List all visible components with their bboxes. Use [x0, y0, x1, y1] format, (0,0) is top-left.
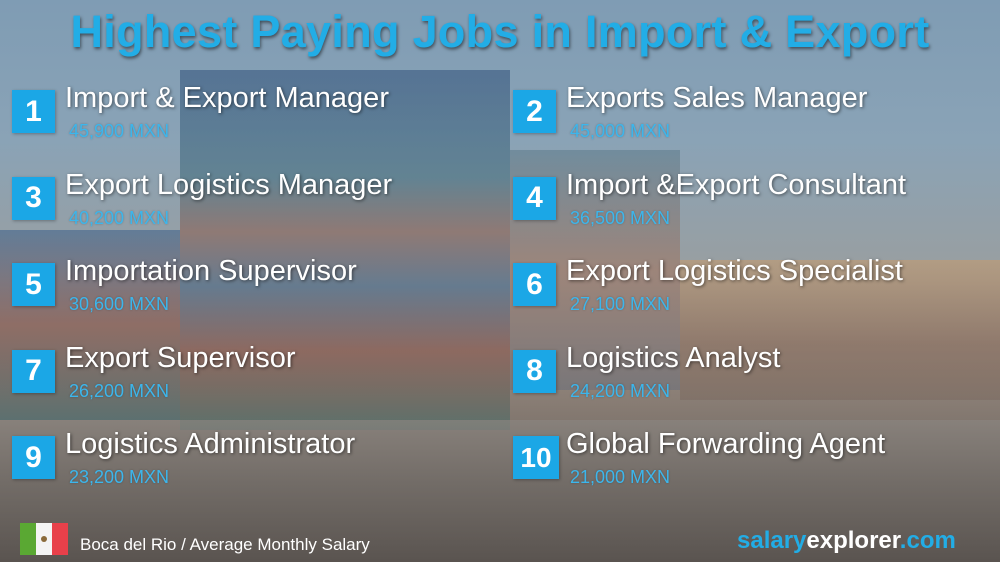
job-salary: 30,600 MXN [69, 294, 170, 314]
job-item: 4 Import &Export Consultant 36,500 MXN [513, 169, 993, 257]
job-title: Export Logistics Manager [65, 168, 393, 201]
job-salary: 26,200 MXN [69, 380, 170, 401]
job-title: Export Logistics Specialist [566, 255, 903, 287]
job-item: 7 Export Supervisor 26,200 MXN [12, 342, 492, 430]
job-salary: 27,100 MXN [570, 294, 671, 314]
job-item: 1 Import & Export Manager 45,900 MXN [12, 82, 492, 170]
rank-badge: 8 [513, 349, 556, 393]
job-salary: 24,200 MXN [570, 380, 671, 401]
job-item: 2 Exports Sales Manager 45,000 MXN [513, 82, 993, 170]
job-item: 5 Importation Supervisor 30,600 MXN [12, 255, 492, 343]
rank-badge: 6 [513, 263, 556, 306]
container-stack [180, 70, 510, 430]
job-title: Importation Supervisor [65, 255, 357, 287]
job-item: 8 Logistics Analyst 24,200 MXN [513, 342, 993, 430]
ground [0, 420, 1000, 562]
job-salary: 36,500 MXN [570, 207, 671, 228]
job-title: Logistics Administrator [65, 428, 356, 460]
job-salary: 23,200 MXN [69, 467, 170, 487]
job-title: Export Supervisor [65, 341, 296, 374]
rank-badge: 1 [12, 90, 55, 133]
brand-part-com: .com [899, 527, 956, 554]
container-stack [680, 260, 1000, 400]
location-label: Boca del Rio / Average Monthly Salary [80, 535, 370, 554]
rank-badge: 3 [12, 176, 55, 220]
mexico-flag-icon [20, 523, 68, 555]
rank-badge: 10 [513, 436, 559, 479]
rank-badge: 2 [513, 90, 556, 133]
job-salary: 21,000 MXN [570, 467, 671, 487]
rank-badge: 5 [12, 263, 55, 306]
rank-badge: 7 [12, 349, 55, 393]
job-title: Import &Export Consultant [566, 168, 907, 201]
job-item: 10 Global Forwarding Agent 21,000 MXN [513, 428, 993, 516]
job-title: Import & Export Manager [65, 82, 389, 114]
brand-part-salary: salary [737, 527, 807, 554]
page-title: Highest Paying Jobs in Import & Export [70, 6, 930, 57]
brand-logo: salaryexplorer.com [737, 527, 956, 555]
brand-part-explorer: explorer [806, 527, 900, 554]
job-salary: 45,000 MXN [570, 121, 671, 141]
rank-badge: 4 [513, 176, 556, 220]
job-item: 9 Logistics Administrator 23,200 MXN [12, 428, 492, 516]
rank-badge: 9 [12, 436, 55, 479]
job-salary: 40,200 MXN [69, 207, 170, 228]
job-salary: 45,900 MXN [69, 121, 170, 141]
job-title: Exports Sales Manager [566, 82, 868, 114]
job-title: Global Forwarding Agent [566, 428, 886, 460]
job-title: Logistics Analyst [566, 341, 781, 374]
job-item: 6 Export Logistics Specialist 27,100 MXN [513, 255, 993, 343]
job-item: 3 Export Logistics Manager 40,200 MXN [12, 169, 492, 257]
